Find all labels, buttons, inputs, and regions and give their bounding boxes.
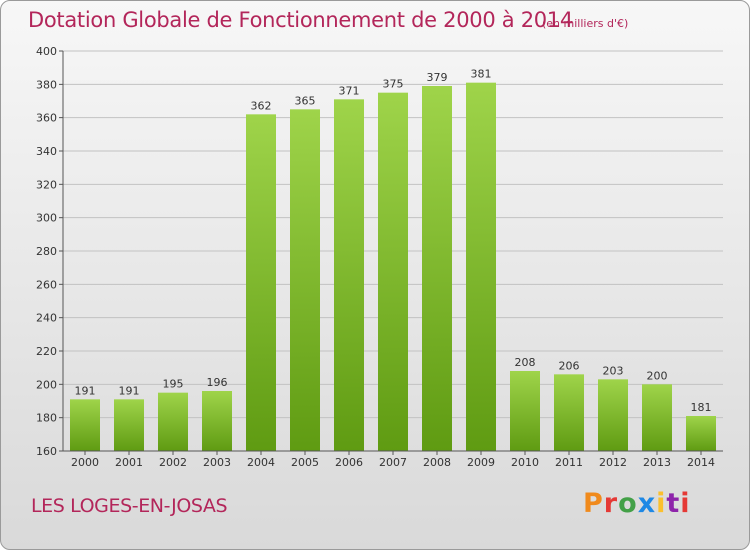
bar [158, 392, 188, 451]
bar-value-label: 181 [691, 401, 712, 414]
bar-value-label: 379 [427, 71, 448, 84]
bars [70, 82, 716, 452]
bar-value-label: 196 [207, 376, 228, 389]
bar [422, 86, 452, 451]
bar [70, 399, 100, 451]
logo-letter: o [618, 488, 638, 519]
bar-value-label: 365 [295, 94, 316, 107]
x-tick-label: 2004 [247, 456, 275, 469]
bar-value-label: 208 [515, 356, 536, 369]
axes [62, 51, 723, 452]
bar [378, 92, 408, 452]
y-axis-ticks: 160 180 200 220 240 260 280 300 320 340 360 380 400 [36, 45, 63, 458]
bar-value-label: 191 [119, 384, 140, 397]
y-tick-label: 200 [36, 378, 57, 391]
logo-letter: t [666, 488, 681, 519]
bar-value-label: 206 [559, 359, 580, 372]
y-tick-label: 220 [36, 345, 57, 358]
x-tick-label: 2011 [555, 456, 583, 469]
logo-letter: P [583, 488, 604, 519]
bar-value-label: 203 [603, 364, 624, 377]
bar [290, 109, 320, 451]
y-tick-label: 400 [36, 45, 57, 58]
bar-value-label: 381 [471, 68, 492, 81]
proxiti-logo: Proxiti [583, 488, 691, 519]
bar-value-label: 195 [163, 378, 184, 391]
x-tick-label: 2014 [687, 456, 715, 469]
x-tick-label: 2000 [71, 456, 99, 469]
x-tick-label: 2008 [423, 456, 451, 469]
commune-name: LES LOGES-EN-JOSAS [31, 495, 228, 517]
bar-value-label: 200 [647, 369, 668, 382]
bar [598, 379, 628, 451]
bar [114, 399, 144, 451]
x-axis-ticks: 2000 2001 2002 2003 2004 2005 2006 2007 2008 2009… [71, 451, 715, 469]
bar-value-label: 191 [75, 384, 96, 397]
x-tick-label: 2005 [291, 456, 319, 469]
bar [554, 374, 584, 451]
logo-letter: x [637, 488, 657, 519]
x-tick-label: 2007 [379, 456, 407, 469]
y-tick-label: 260 [36, 278, 57, 291]
bar-value-label: 362 [251, 99, 272, 112]
x-tick-label: 2009 [467, 456, 495, 469]
y-tick-label: 180 [36, 412, 57, 425]
x-tick-label: 2010 [511, 456, 539, 469]
chart-title: Dotation Globale de Fonctionnement de 20… [28, 8, 573, 32]
bar [642, 384, 672, 451]
bar [466, 82, 496, 452]
y-tick-label: 280 [36, 245, 57, 258]
bar-value-label: 371 [339, 84, 360, 97]
bar [246, 114, 276, 451]
logo-letter: r [603, 488, 619, 519]
x-tick-label: 2002 [159, 456, 187, 469]
x-tick-label: 2003 [203, 456, 231, 469]
logo-letter: i [680, 488, 691, 519]
bar-value-label: 375 [383, 78, 404, 91]
y-tick-label: 360 [36, 112, 57, 125]
chart-subtitle: (en milliers d'€) [542, 17, 629, 30]
y-tick-label: 320 [36, 178, 57, 191]
y-tick-label: 340 [36, 145, 57, 158]
y-tick-label: 300 [36, 212, 57, 225]
y-tick-label: 160 [36, 445, 57, 458]
bar [202, 391, 232, 451]
y-tick-label: 380 [36, 78, 57, 91]
bar [334, 99, 364, 451]
bar-value-labels: 191 191 195 196 362 365 371 375 379 381 208 206 203 2… [75, 68, 712, 414]
bar [510, 371, 540, 451]
x-tick-label: 2013 [643, 456, 671, 469]
x-tick-label: 2012 [599, 456, 627, 469]
logo-letter: i [656, 488, 667, 519]
x-tick-label: 2006 [335, 456, 363, 469]
y-tick-label: 240 [36, 312, 57, 325]
x-tick-label: 2001 [115, 456, 143, 469]
bar [686, 416, 716, 451]
